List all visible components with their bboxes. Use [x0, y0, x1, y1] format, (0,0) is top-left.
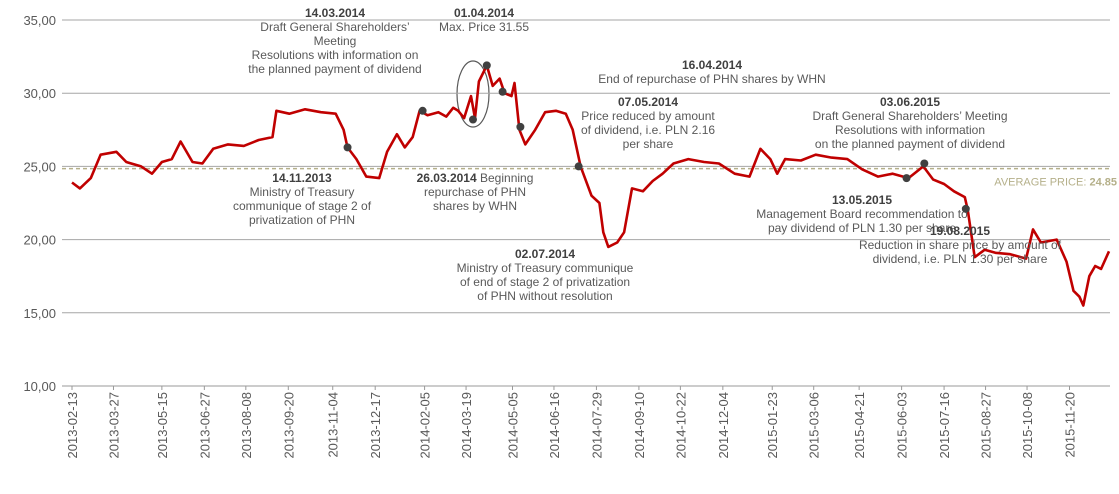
x-tick-label: 2013-11-04 [326, 392, 341, 458]
x-tick-label: 2015-04-21 [852, 392, 867, 459]
annotation-line: Price reduced by amount [581, 109, 715, 123]
x-tick-label: 2013-12-17 [368, 392, 383, 459]
event-marker [920, 159, 929, 168]
x-tick-label: 2013-02-13 [65, 392, 80, 459]
annotation-text: Beginning [480, 171, 533, 185]
annotation-line: dividend, i.e. PLN 1.30 per share [873, 252, 1048, 266]
annotation-date: 16.04.2014 [682, 58, 742, 72]
x-tick-label: 2013-08-08 [239, 392, 254, 459]
annotation-line: Draft General Shareholders’ [260, 20, 409, 34]
annotation-line: Resolutions with information on [252, 48, 419, 62]
event-marker [902, 174, 911, 183]
x-tick-label: 2014-12-04 [716, 392, 731, 459]
annotation-line: 26.03.2014 Beginning [417, 171, 534, 185]
annotation-line: shares by WHN [433, 199, 517, 213]
max-highlight [456, 60, 490, 128]
annotation-line: the planned payment of dividend [248, 62, 421, 76]
x-tick-label: 2013-05-15 [155, 392, 170, 459]
annotation-date: 03.06.2015 [880, 95, 940, 109]
annotation-line: Meeting [314, 34, 357, 48]
annotation-date: 13.05.2015 [832, 193, 892, 207]
annotation-line: Max. Price 31.55 [439, 20, 529, 34]
annotation-date: 07.05.2014 [618, 95, 678, 109]
x-tick-label: 2014-02-05 [418, 392, 433, 459]
x-tick-label: 2015-08-27 [979, 392, 994, 459]
average-value: 24.85 [1089, 177, 1117, 189]
x-tick-label: 2013-06-27 [197, 392, 212, 459]
x-tick-label: 2014-05-05 [505, 392, 520, 459]
annotation-date: 14.03.2014 [305, 6, 365, 20]
event-marker [498, 87, 507, 96]
annotation-line: repurchase of PHN [424, 185, 526, 199]
annotation-line: Draft General Shareholders’ Meeting [813, 109, 1008, 123]
y-tick-label: 10,00 [23, 379, 56, 394]
event-marker [482, 61, 491, 70]
event-marker [516, 122, 525, 131]
annotation-date: 14.11.2013 [272, 171, 332, 185]
y-tick-label: 35,00 [23, 13, 56, 28]
annotation-date: 01.04.2014 [454, 6, 514, 20]
annotation-line: Reduction in share price by amount of [859, 238, 1062, 252]
event-marker [961, 204, 970, 213]
x-tick-label: 2015-11-20 [1063, 392, 1078, 458]
annotation-line: on the planned payment of dividend [815, 137, 1005, 151]
x-tick-label: 2013-09-20 [281, 392, 296, 459]
annotation-line: of end of stage 2 of privatization [460, 275, 630, 289]
x-tick-label: 2014-09-10 [632, 392, 647, 459]
annotation-line: pay dividend of PLN 1.30 per share [768, 221, 956, 235]
x-tick-label: 2013-03-27 [106, 392, 121, 459]
annotation-date: 19.08.2015 [930, 224, 990, 238]
x-tick-label: 2015-10-08 [1020, 392, 1035, 459]
annotation-date: 26.03.2014 [417, 171, 477, 185]
event-marker [418, 106, 427, 115]
event-marker [343, 143, 352, 152]
annotation-line: communique of stage 2 of [233, 199, 372, 213]
annotation-line: of PHN without resolution [477, 289, 612, 303]
annotation-line: Ministry of Treasury [250, 185, 355, 199]
x-tick-label: 2014-03-19 [459, 392, 474, 459]
price-line [71, 64, 1111, 307]
y-tick-label: 20,00 [23, 233, 56, 248]
y-tick-label: 15,00 [23, 306, 56, 321]
average-label-text: AVERAGE PRICE: [994, 177, 1086, 189]
x-tick-label: 2014-07-29 [589, 392, 604, 459]
x-tick-label: 2015-07-16 [937, 392, 952, 459]
x-tick-label: 2015-06-03 [895, 392, 910, 459]
x-tick-label: 2015-03-06 [807, 392, 822, 459]
annotation-line: of dividend, i.e. PLN 2.16 [581, 123, 715, 137]
average-label: AVERAGE PRICE: 24.85 [994, 177, 1117, 189]
y-tick-label: 30,00 [23, 86, 56, 101]
annotation-line: Resolutions with information [835, 123, 985, 137]
x-tick-label: 2015-01-23 [765, 392, 780, 459]
annotation-line: Ministry of Treasury communique [457, 261, 634, 275]
annotation-line: End of repurchase of PHN shares by WHN [598, 72, 825, 86]
event-marker [574, 162, 583, 171]
annotation-date: 02.07.2014 [515, 247, 575, 261]
x-tick-label: 2014-10-22 [673, 392, 688, 459]
event-marker [468, 115, 477, 124]
annotation-line: privatization of PHN [249, 213, 355, 227]
y-tick-label: 25,00 [23, 159, 56, 174]
x-tick-label: 2014-06-16 [547, 392, 562, 459]
annotation-line: per share [623, 137, 674, 151]
annotation-line: Management Board recommendation to [756, 207, 968, 221]
